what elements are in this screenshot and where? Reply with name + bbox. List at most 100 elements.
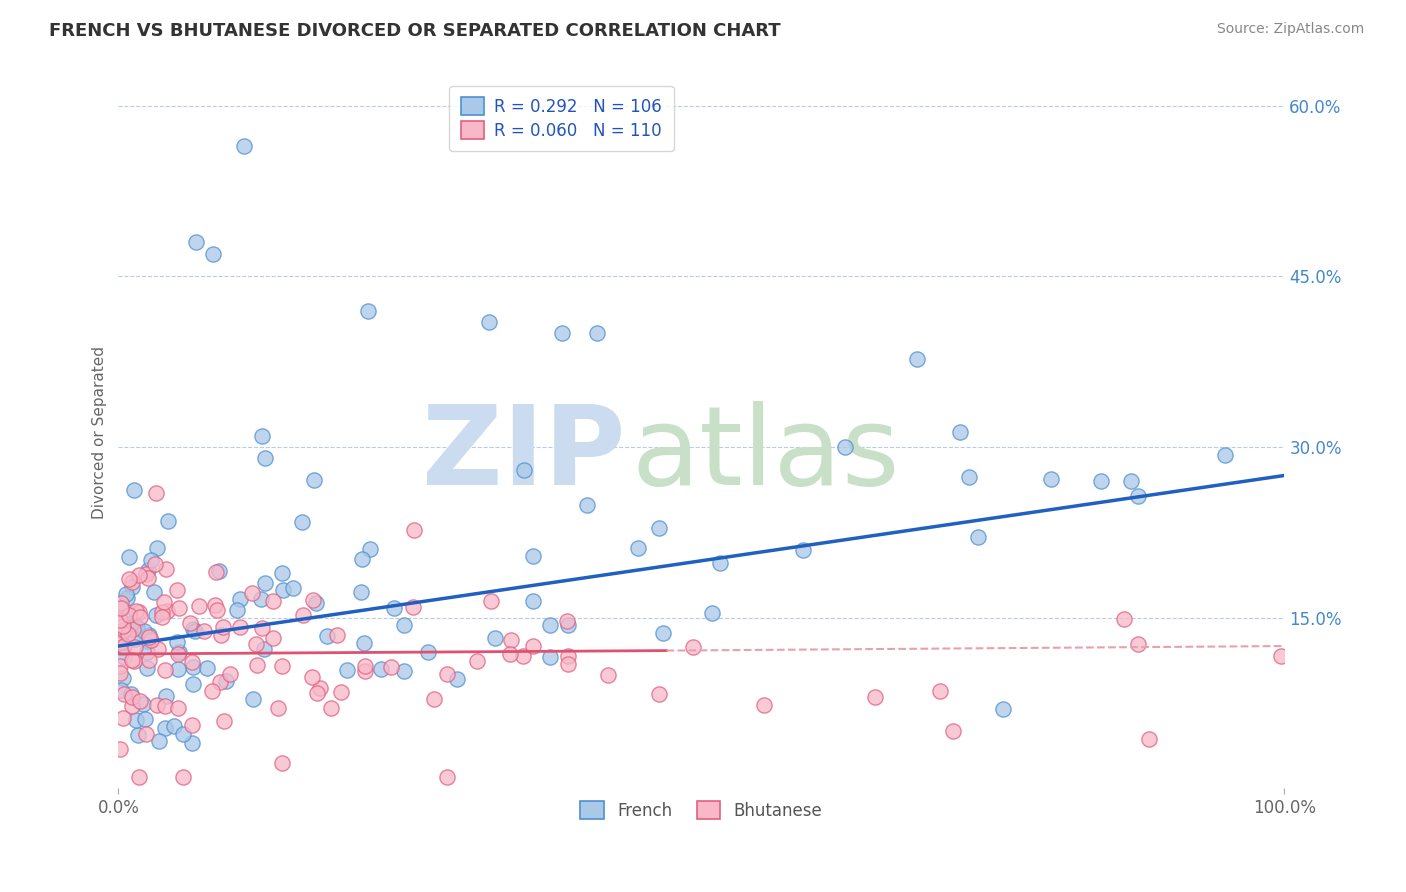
Point (252, 428, 274, 442)
Point (121, 690, 143, 704)
Point (353, 664, 375, 678)
Point (292, 607, 315, 622)
Point (209, 675, 232, 690)
Point (167, 645, 190, 659)
Point (183, 622, 205, 636)
Point (262, 631, 284, 645)
Point (115, 587, 138, 601)
Point (112, 687, 135, 701)
Point (522, 639, 544, 653)
Point (172, 726, 194, 740)
Y-axis label: Divorced or Separated: Divorced or Separated (93, 346, 107, 519)
Point (336, 663, 359, 677)
Point (193, 624, 215, 639)
Point (117, 608, 139, 623)
Point (121, 580, 143, 594)
Point (702, 606, 724, 620)
Point (127, 728, 149, 742)
Point (551, 326, 574, 341)
Point (1090, 474, 1112, 488)
Point (499, 633, 522, 648)
Point (538, 618, 561, 632)
Point (108, 741, 131, 756)
Point (201, 683, 224, 698)
Point (499, 647, 522, 661)
Point (145, 608, 167, 623)
Point (326, 628, 349, 642)
Point (172, 770, 194, 784)
Point (752, 698, 775, 713)
Point (146, 641, 169, 656)
Point (576, 498, 599, 512)
Point (423, 691, 446, 706)
Point (181, 659, 204, 673)
Point (212, 620, 235, 634)
Point (253, 642, 276, 657)
Point (271, 566, 294, 580)
Point (436, 770, 458, 784)
Point (128, 605, 150, 619)
Point (321, 701, 343, 715)
Point (205, 565, 228, 579)
Point (181, 677, 204, 691)
Point (121, 699, 143, 714)
Point (484, 631, 506, 645)
Point (112, 618, 135, 632)
Point (124, 632, 146, 647)
Point (143, 585, 166, 599)
Point (167, 647, 190, 661)
Point (1213, 448, 1236, 462)
Point (148, 733, 170, 747)
Point (240, 586, 263, 600)
Point (557, 657, 579, 671)
Point (135, 567, 157, 582)
Point (117, 627, 139, 641)
Point (834, 440, 856, 454)
Point (512, 463, 534, 477)
Point (139, 552, 162, 566)
Point (262, 594, 284, 608)
Point (187, 599, 209, 613)
Point (124, 620, 146, 634)
Point (120, 688, 142, 702)
Point (1040, 472, 1063, 486)
Point (166, 635, 188, 649)
Point (394, 617, 416, 632)
Point (465, 654, 488, 668)
Point (184, 624, 207, 639)
Point (304, 474, 326, 488)
Point (156, 604, 179, 618)
Point (949, 425, 972, 439)
Point (155, 562, 177, 576)
Point (134, 624, 156, 638)
Point (153, 663, 176, 677)
Point (110, 602, 132, 616)
Point (302, 593, 325, 607)
Point (538, 650, 561, 665)
Point (967, 530, 990, 544)
Point (184, 235, 207, 250)
Point (215, 673, 238, 688)
Point (122, 622, 145, 636)
Point (121, 574, 143, 589)
Point (141, 633, 163, 648)
Point (555, 614, 578, 628)
Point (270, 659, 292, 673)
Point (150, 610, 173, 624)
Point (145, 541, 167, 555)
Point (246, 657, 269, 672)
Point (226, 603, 249, 617)
Text: Source: ZipAtlas.com: Source: ZipAtlas.com (1216, 22, 1364, 37)
Point (111, 624, 134, 639)
Text: FRENCH VS BHUTANESE DIVORCED OR SEPARATED CORRELATION CHART: FRENCH VS BHUTANESE DIVORCED OR SEPARATE… (49, 22, 780, 40)
Point (125, 620, 148, 634)
Point (204, 599, 226, 613)
Point (1126, 489, 1149, 503)
Point (991, 701, 1014, 715)
Point (315, 629, 337, 643)
Point (132, 698, 155, 712)
Point (478, 315, 501, 329)
Point (201, 246, 224, 260)
Point (125, 604, 148, 618)
Point (404, 524, 426, 538)
